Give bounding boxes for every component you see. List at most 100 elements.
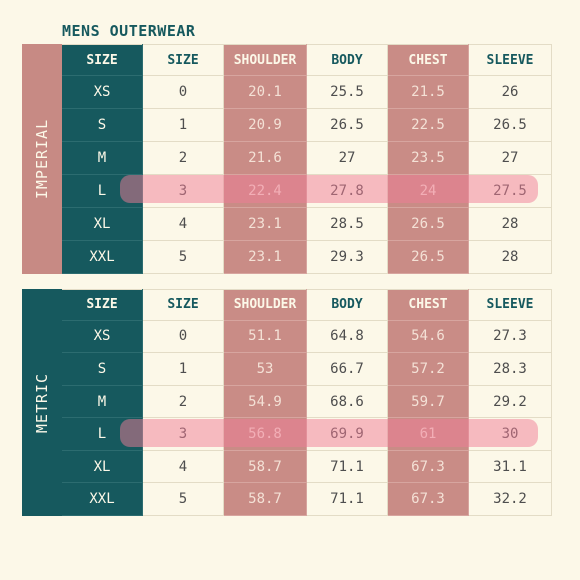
imperial-cell: 26.5 [387, 240, 469, 275]
imperial-cell: 2 [142, 141, 224, 175]
chart-title: MENS OUTERWEAR [62, 22, 196, 40]
imperial-cell: 27.8 [306, 174, 388, 208]
imperial-cell: 29.3 [306, 240, 388, 275]
imperial-cell: 27 [468, 141, 552, 175]
imperial-cell: XS [62, 75, 143, 110]
metric-cell: 61 [387, 417, 469, 451]
metric-cell: 57.2 [387, 352, 469, 386]
metric-table-row: M 2 54.9 68.6 59.7 29.2 [62, 385, 552, 419]
imperial-cell: L [62, 174, 143, 208]
imperial-cell: 24 [387, 174, 469, 208]
imperial-cell: 26.5 [468, 108, 552, 143]
imperial-table-row: M 2 21.6 27 23.5 27 [62, 141, 552, 175]
metric-label: METRIC [33, 372, 51, 433]
metric-cell: 71.1 [306, 482, 388, 516]
imperial-header-size-1: SIZE [142, 43, 224, 77]
imperial-table-block: IMPERIAL SIZE SIZE SHOULDER BODY CHEST SLEEVE… [22, 43, 552, 275]
imperial-side-label: IMPERIAL [22, 44, 62, 274]
imperial-cell: XXL [62, 240, 143, 275]
metric-cell: 54.6 [387, 320, 469, 354]
metric-cell: 0 [142, 320, 224, 354]
metric-side-label: METRIC [22, 289, 62, 516]
imperial-cell: 27 [306, 141, 388, 175]
metric-header-shoulder-2: SHOULDER [223, 289, 307, 321]
imperial-cell: S [62, 108, 143, 143]
imperial-header-body-3: BODY [306, 43, 388, 77]
imperial-cell: 27.5 [468, 174, 552, 208]
metric-header-row: SIZE SIZE SHOULDER BODY CHEST SLEEVE [62, 289, 552, 321]
imperial-header-shoulder-2: SHOULDER [223, 43, 307, 77]
metric-cell: 66.7 [306, 352, 388, 386]
imperial-cell: 20.1 [223, 75, 307, 110]
imperial-cell: 22.5 [387, 108, 469, 143]
metric-header-size-0: SIZE [62, 289, 143, 321]
metric-cell: 56.8 [223, 417, 307, 451]
metric-cell: L [62, 417, 143, 451]
imperial-cell: 21.6 [223, 141, 307, 175]
metric-cell: XL [62, 450, 143, 484]
metric-header-sleeve-5: SLEEVE [468, 289, 552, 321]
imperial-cell: 5 [142, 240, 224, 275]
metric-header-body-3: BODY [306, 289, 388, 321]
metric-cell: 4 [142, 450, 224, 484]
metric-cell: 59.7 [387, 385, 469, 419]
imperial-header-chest-4: CHEST [387, 43, 469, 77]
imperial-cell: 26 [468, 75, 552, 110]
metric-cell: 29.2 [468, 385, 552, 419]
imperial-cell: 21.5 [387, 75, 469, 110]
metric-cell: 5 [142, 482, 224, 516]
metric-cell: 71.1 [306, 450, 388, 484]
metric-cell: 28.3 [468, 352, 552, 386]
metric-table-row: S 1 53 66.7 57.2 28.3 [62, 352, 552, 386]
imperial-table-row: XXL 5 23.1 29.3 26.5 28 [62, 240, 552, 275]
metric-cell: 67.3 [387, 482, 469, 516]
imperial-table-row: L 3 22.4 27.8 24 27.5 [62, 174, 552, 208]
imperial-header-sleeve-5: SLEEVE [468, 43, 552, 77]
metric-cell: 69.9 [306, 417, 388, 451]
imperial-table-row: S 1 20.9 26.5 22.5 26.5 [62, 108, 552, 143]
metric-header-chest-4: CHEST [387, 289, 469, 321]
metric-cell: 2 [142, 385, 224, 419]
metric-cell: 58.7 [223, 450, 307, 484]
imperial-table-row: XS 0 20.1 25.5 21.5 26 [62, 75, 552, 110]
metric-cell: 68.6 [306, 385, 388, 419]
imperial-table-row: XL 4 23.1 28.5 26.5 28 [62, 207, 552, 241]
imperial-cell: XL [62, 207, 143, 241]
metric-table-row: L 3 56.8 69.9 61 30 [62, 417, 552, 451]
imperial-cell: 0 [142, 75, 224, 110]
metric-cell: 3 [142, 417, 224, 451]
imperial-cell: 4 [142, 207, 224, 241]
imperial-cell: 26.5 [387, 207, 469, 241]
imperial-cell: 26.5 [306, 108, 388, 143]
metric-cell: 53 [223, 352, 307, 386]
imperial-header-size-0: SIZE [62, 43, 143, 77]
metric-cell: 54.9 [223, 385, 307, 419]
imperial-cell: M [62, 141, 143, 175]
metric-cell: 58.7 [223, 482, 307, 516]
metric-table-block: METRIC SIZE SIZE SHOULDER BODY CHEST SLEEVE XS… [22, 289, 552, 516]
metric-cell: 64.8 [306, 320, 388, 354]
metric-header-size-1: SIZE [142, 289, 224, 321]
imperial-cell: 23.1 [223, 207, 307, 241]
metric-cell: XXL [62, 482, 143, 516]
imperial-cell: 28 [468, 207, 552, 241]
metric-cell: 32.2 [468, 482, 552, 516]
imperial-cell: 23.5 [387, 141, 469, 175]
imperial-cell: 1 [142, 108, 224, 143]
metric-cell: 1 [142, 352, 224, 386]
imperial-cell: 20.9 [223, 108, 307, 143]
metric-cell: 31.1 [468, 450, 552, 484]
imperial-size-table: SIZE SIZE SHOULDER BODY CHEST SLEEVE XS 0 20.1 25… [62, 43, 552, 275]
metric-cell: 27.3 [468, 320, 552, 354]
metric-cell: 51.1 [223, 320, 307, 354]
metric-table-row: XL 4 58.7 71.1 67.3 31.1 [62, 450, 552, 484]
metric-cell: M [62, 385, 143, 419]
imperial-cell: 22.4 [223, 174, 307, 208]
imperial-cell: 23.1 [223, 240, 307, 275]
imperial-cell: 28.5 [306, 207, 388, 241]
imperial-cell: 25.5 [306, 75, 388, 110]
imperial-cell: 28 [468, 240, 552, 275]
metric-cell: 67.3 [387, 450, 469, 484]
imperial-cell: 3 [142, 174, 224, 208]
metric-cell: 30 [468, 417, 552, 451]
